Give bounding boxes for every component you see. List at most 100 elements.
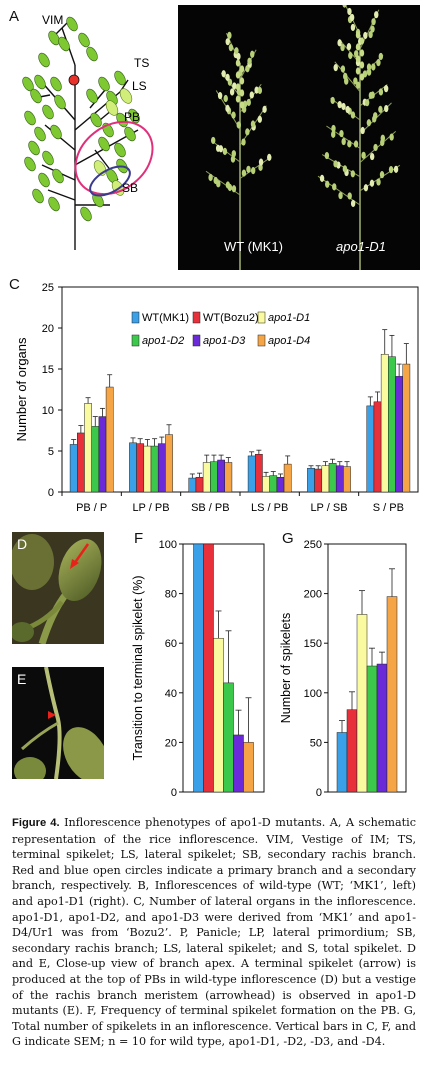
chart-g-ytick-label: 150 — [304, 638, 322, 650]
grain-icon — [250, 120, 256, 128]
chart-f-ytick-label: 0 — [171, 787, 177, 799]
spikelet-icon — [66, 16, 78, 32]
grain-icon — [245, 128, 250, 136]
chart-c-bar — [224, 462, 233, 493]
spikelet-icon — [98, 76, 110, 92]
chart-c-legend-label: WT(MK1) — [142, 312, 189, 324]
chart-g-bar — [336, 732, 348, 793]
chart-c-legend-label: apo1-D3 — [203, 335, 246, 347]
grain-icon — [355, 43, 361, 51]
grain-icon — [223, 94, 228, 103]
grain-icon — [331, 124, 336, 133]
grain-icon — [208, 173, 213, 182]
grain-icon — [225, 38, 230, 46]
grain-icon — [355, 67, 361, 75]
schematic-branch-line — [47, 189, 76, 201]
chart-c-bar — [210, 461, 218, 493]
terminal-spikelet-icon — [105, 100, 119, 116]
grain-icon — [353, 77, 358, 85]
grain-icon — [363, 31, 368, 40]
grain-icon — [231, 150, 237, 158]
grain-icon — [250, 50, 255, 58]
photo-e-branch-apex: E — [12, 666, 109, 785]
grain-icon — [347, 140, 352, 148]
chart-g-bar — [346, 709, 358, 793]
grain-icon — [388, 165, 394, 174]
grain-icon — [359, 49, 365, 57]
grain-icon — [389, 133, 394, 141]
chart-c-bar — [328, 463, 337, 493]
grain-icon — [228, 44, 234, 52]
grain-icon — [378, 88, 384, 96]
chart-c-bar — [314, 468, 323, 493]
chart-f-bar — [223, 682, 234, 793]
chart-c-bar — [321, 465, 330, 493]
grain-icon — [267, 153, 272, 161]
chart-f-bar — [243, 742, 254, 793]
grain-icon — [247, 57, 252, 65]
panel-letter-c: C — [9, 276, 20, 293]
chart-c-bar — [195, 476, 204, 493]
grain-icon — [230, 155, 236, 163]
chart-f-ylabel: Transition to terminal spikelet (%) — [131, 575, 145, 760]
grain-icon — [366, 119, 372, 127]
chart-c-bar — [98, 416, 107, 493]
caption-label: Figure 4. — [12, 817, 60, 829]
grain-icon — [338, 191, 343, 200]
chart-c-legend-label: apo1-D2 — [142, 335, 184, 347]
grain-icon — [378, 105, 383, 113]
grain-icon — [369, 152, 375, 161]
spikelet-icon — [48, 30, 60, 46]
grain-icon — [333, 160, 338, 168]
grain-icon — [383, 85, 389, 93]
spikelet-icon — [124, 126, 136, 142]
grain-icon — [342, 5, 347, 8]
grain-icon — [368, 30, 373, 39]
spikelet-icon — [86, 88, 98, 104]
grain-icon — [355, 81, 361, 89]
chart-g-ytick-label: 200 — [304, 589, 322, 601]
chart-c-bar — [402, 363, 411, 493]
chart-g-bar — [366, 665, 378, 793]
chart-c-bar — [335, 465, 344, 493]
panel-letter-f: F — [134, 530, 144, 547]
grain-icon — [359, 73, 365, 81]
chart-c-bar — [136, 443, 145, 493]
grain-icon — [353, 140, 359, 148]
grain-icon — [239, 89, 245, 97]
grain-icon — [225, 181, 231, 189]
chart-f-bar — [233, 734, 244, 793]
grain-icon — [235, 95, 241, 103]
chart-g-bar — [386, 596, 398, 793]
chart-c-ylabel: Number of organs — [14, 337, 29, 442]
chart-c-category-label: LP / PB — [132, 502, 169, 514]
panel-letter-a: A — [9, 8, 20, 25]
grain-icon — [337, 39, 342, 47]
spikelet-icon — [32, 188, 44, 204]
chart-f-bar — [203, 543, 214, 793]
chart-g-ylabel: Number of spikelets — [279, 613, 293, 723]
inflorescence-schematic: VIM TS LS PB SB — [22, 13, 154, 250]
label-wt-mk1: WT (MK1) — [224, 239, 283, 254]
grain-icon — [359, 37, 365, 45]
grain-icon — [350, 170, 356, 178]
chart-f-ytick-label: 40 — [165, 688, 177, 700]
grain-icon — [241, 169, 247, 177]
panicle-branch — [330, 97, 361, 121]
grain-icon — [246, 165, 251, 173]
panel-letter-e: E — [17, 671, 27, 687]
grain-icon — [366, 63, 372, 71]
grain-icon — [373, 112, 378, 120]
chart-c-category-label: LP / SB — [310, 502, 347, 514]
label-ts: TS — [134, 56, 149, 70]
grain-icon — [393, 165, 399, 173]
grain-icon — [217, 92, 223, 100]
grain-icon — [341, 137, 346, 146]
grain-icon — [231, 111, 236, 119]
chart-c-legend-label: apo1-D4 — [268, 335, 310, 347]
panel-letter-d: D — [17, 536, 28, 552]
grain-icon — [241, 138, 246, 146]
grain-icon — [235, 59, 241, 67]
grain-icon — [361, 151, 366, 159]
chart-c-ytick-label: 0 — [48, 487, 54, 499]
